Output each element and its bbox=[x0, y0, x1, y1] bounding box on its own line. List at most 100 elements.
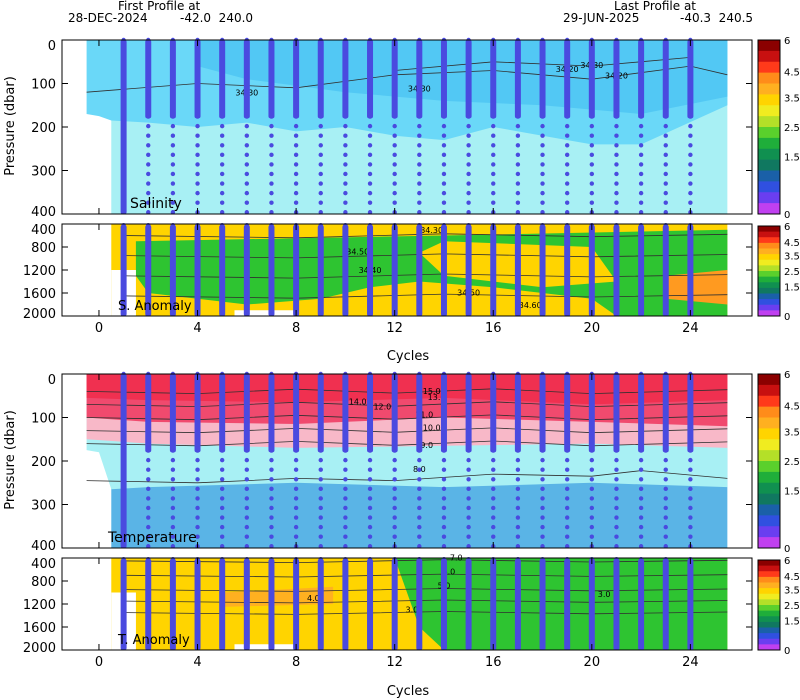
salinity-profile-dot bbox=[146, 123, 151, 129]
salinity-profile-dot bbox=[170, 210, 176, 215]
salinity-profile-dot bbox=[293, 152, 299, 158]
temperature-profile-dot bbox=[589, 505, 595, 511]
temperature-profile-dot bbox=[318, 486, 323, 492]
salinity-profile-dot bbox=[244, 190, 250, 196]
salinity-profile-dot bbox=[441, 171, 447, 177]
temperature-profile-dot bbox=[663, 486, 668, 492]
temperature-anomaly-xtick-label: 8 bbox=[292, 655, 300, 670]
salinity-profile-dot bbox=[663, 143, 668, 148]
salinity-profile-line bbox=[440, 40, 447, 119]
temperature-anomaly-colorbar-label: 0 bbox=[784, 646, 790, 657]
salinity-profile-dot bbox=[170, 190, 176, 196]
temperature-profile-line bbox=[317, 374, 324, 453]
salinity-profile-dot bbox=[663, 181, 668, 186]
salinity-profile-dot bbox=[688, 123, 693, 129]
temperature-profile-dot bbox=[318, 477, 323, 482]
temperature-profile-dot bbox=[219, 515, 225, 520]
salinity-profile-dot bbox=[392, 162, 397, 167]
salinity-colorbar-segment bbox=[758, 159, 780, 171]
temperature-profile-dot bbox=[564, 457, 570, 463]
temperature-profile-dot bbox=[417, 486, 422, 492]
temperature-profile-dot bbox=[540, 524, 545, 530]
salinity-profile-dot bbox=[540, 162, 545, 167]
salinity-colorbar-segment bbox=[758, 94, 780, 106]
salinity-profile-dot bbox=[638, 171, 644, 177]
last-profile-coords: -40.3 240.5 bbox=[680, 11, 753, 25]
temperature-profile-line bbox=[514, 374, 521, 453]
temperature-profile-dot bbox=[515, 477, 521, 482]
salinity-anomaly-contour-label: 34.60 bbox=[519, 301, 542, 310]
salinity-profile-dot bbox=[515, 133, 521, 138]
salinity-profile-dot bbox=[614, 133, 619, 138]
salinity-profile-dot bbox=[614, 123, 619, 129]
salinity-colorbar-segment bbox=[758, 105, 780, 117]
temperature-profile-line bbox=[293, 374, 300, 453]
salinity-anomaly-colorbar-segment bbox=[758, 276, 780, 283]
temperature-profile-dot bbox=[195, 496, 200, 501]
salinity-colorbar-segment bbox=[758, 137, 780, 150]
salinity-anomaly-colorbar-label: 0 bbox=[784, 312, 790, 323]
salinity-anomaly-profile-line bbox=[268, 225, 275, 316]
salinity-colorbar-segment bbox=[758, 72, 780, 84]
salinity-profile-dot bbox=[343, 210, 348, 215]
salinity-profile-line bbox=[613, 40, 620, 119]
salinity-profile-dot bbox=[318, 171, 323, 177]
temperature-anomaly-profile-line bbox=[120, 559, 127, 650]
temperature-anomaly-colorbar-segment bbox=[758, 621, 780, 628]
salinity-profile-dot bbox=[293, 171, 299, 177]
temperature-anomaly-profile-line bbox=[588, 559, 595, 650]
salinity-profile-dot bbox=[589, 181, 595, 186]
temperature-profile-dot bbox=[146, 457, 151, 463]
temperature-profile-dot bbox=[466, 544, 471, 549]
temperature-profile-dot bbox=[614, 496, 619, 501]
temperature-profile-dot bbox=[491, 496, 496, 501]
salinity-panel-label: Salinity bbox=[130, 196, 182, 212]
salinity-profile-dot bbox=[614, 171, 619, 177]
salinity-profile-dot bbox=[564, 133, 570, 138]
temperature-profile-dot bbox=[441, 467, 447, 472]
salinity-anomaly-colorbar-segment bbox=[758, 242, 780, 249]
salinity-anomaly-ytick-label: 1600 bbox=[23, 287, 56, 302]
salinity-profile-dot bbox=[688, 200, 693, 205]
salinity-profile-dot bbox=[466, 162, 471, 167]
temperature-panel: 14.012.010.09.08.015.013.011.0Temperatur… bbox=[31, 371, 753, 554]
temperature-anomaly-blank-lower bbox=[234, 644, 297, 650]
temperature-profile-dot bbox=[219, 467, 225, 472]
salinity-profile-dot bbox=[638, 123, 644, 129]
temperature-profile-dot bbox=[515, 534, 521, 539]
salinity-profile-dot bbox=[343, 133, 348, 138]
salinity-anomaly-colorbar-segment bbox=[758, 248, 780, 255]
salinity-profile-dot bbox=[663, 162, 668, 167]
temperature-anomaly-colorbar-segment bbox=[758, 638, 780, 645]
temperature-profile-dot bbox=[491, 486, 496, 492]
temperature-colorbar-segment bbox=[758, 450, 780, 462]
temperature-profile-dot bbox=[688, 515, 693, 520]
salinity-anomaly-panel-label: S. Anomaly bbox=[118, 299, 192, 314]
upper-cycles-axis-label: Cycles bbox=[387, 349, 430, 364]
salinity-profile-dot bbox=[343, 200, 348, 205]
temperature-profile-dot bbox=[244, 477, 250, 482]
temperature-anomaly-contour-label: 3.0 bbox=[406, 606, 419, 615]
salinity-profile-line bbox=[243, 40, 250, 119]
temperature-profile-dot bbox=[466, 505, 471, 511]
salinity-profile-dot bbox=[540, 133, 545, 138]
salinity-profile-dot bbox=[343, 162, 348, 167]
salinity-colorbar-segment bbox=[758, 40, 780, 52]
salinity-profile-dot bbox=[614, 200, 619, 205]
temperature-profile-dot bbox=[244, 467, 250, 472]
temperature-profile-dot bbox=[170, 544, 176, 549]
temperature-profile-dot bbox=[392, 457, 397, 463]
temperature-profile-dot bbox=[466, 467, 471, 472]
salinity-profile-dot bbox=[146, 171, 151, 177]
temperature-anomaly-colorbar-segment bbox=[758, 599, 780, 606]
temperature-profile-dot bbox=[614, 534, 619, 539]
salinity-profile-dot bbox=[441, 210, 447, 215]
temperature-anomaly-contour-label: 4.0 bbox=[307, 594, 320, 603]
temperature-profile-dot bbox=[392, 477, 397, 482]
first-profile-coords: -42.0 240.0 bbox=[180, 11, 253, 25]
temperature-colorbar-segment bbox=[758, 493, 780, 505]
salinity-anomaly-colorbar-label: 3.5 bbox=[784, 252, 800, 263]
salinity-profile-dot bbox=[417, 200, 422, 205]
salinity-profile-dot bbox=[540, 200, 545, 205]
